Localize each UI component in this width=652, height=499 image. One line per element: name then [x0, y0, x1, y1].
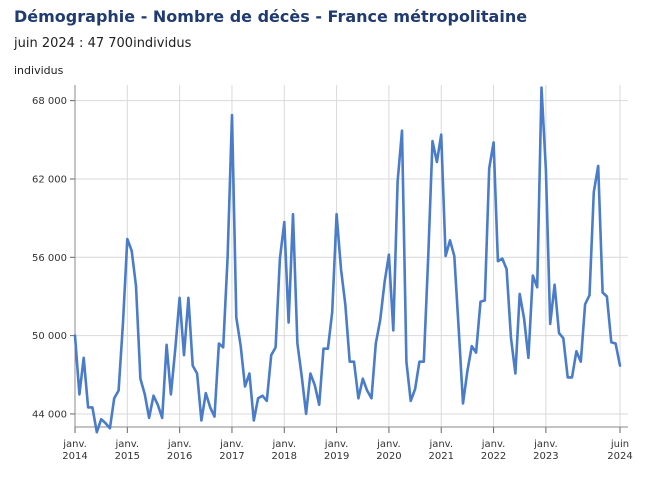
x-tick-label-month: janv. — [376, 439, 401, 450]
chart-title: Démographie - Nombre de décès - France m… — [14, 7, 528, 26]
series-line — [73, 86, 622, 434]
x-tick-label-year: 2024 — [607, 451, 632, 462]
y-tick-label: 68 000 — [32, 96, 67, 107]
x-tick-label-year: 2016 — [167, 451, 192, 462]
latest-period: juin 2024 — [14, 36, 75, 51]
x-tick-label-year: 2020 — [376, 451, 401, 462]
x-tick-label-year: 2019 — [324, 451, 349, 462]
series-layer — [73, 86, 622, 434]
x-tick-label-month: janv. — [533, 439, 558, 450]
x-tick-label-year: 2014 — [62, 451, 87, 462]
x-tick-label-year: 2018 — [272, 451, 297, 462]
x-tick-label-month: janv. — [115, 439, 140, 450]
x-tick-label-month: juin — [610, 439, 629, 450]
x-tick-label-year: 2021 — [429, 451, 454, 462]
latest-value: 47 700 — [87, 36, 134, 51]
y-axis-label: individus — [14, 64, 64, 77]
x-tick-label-month: janv. — [167, 439, 192, 450]
x-tick-label-month: janv. — [324, 439, 349, 450]
latest-unit: individus — [133, 36, 192, 51]
latest-value-summary: juin 2024 : 47 700individus — [14, 36, 191, 51]
x-tick-label-month: janv. — [62, 439, 87, 450]
x-tick-label-year: 2015 — [115, 451, 140, 462]
x-tick-label-year: 2022 — [481, 451, 506, 462]
y-tick-label: 62 000 — [32, 174, 67, 185]
x-tick-label-year: 2023 — [533, 451, 558, 462]
y-tick-label: 56 000 — [32, 253, 67, 264]
y-tick-label: 44 000 — [32, 409, 67, 420]
x-tick-label-year: 2017 — [219, 451, 244, 462]
x-tick-label-month: janv. — [481, 439, 506, 450]
x-tick-label-month: janv. — [428, 439, 453, 450]
y-tick-label: 50 000 — [32, 331, 67, 342]
latest-separator: : — [74, 36, 88, 51]
x-tick-label-month: janv. — [271, 439, 296, 450]
x-tick-label-month: janv. — [219, 439, 244, 450]
